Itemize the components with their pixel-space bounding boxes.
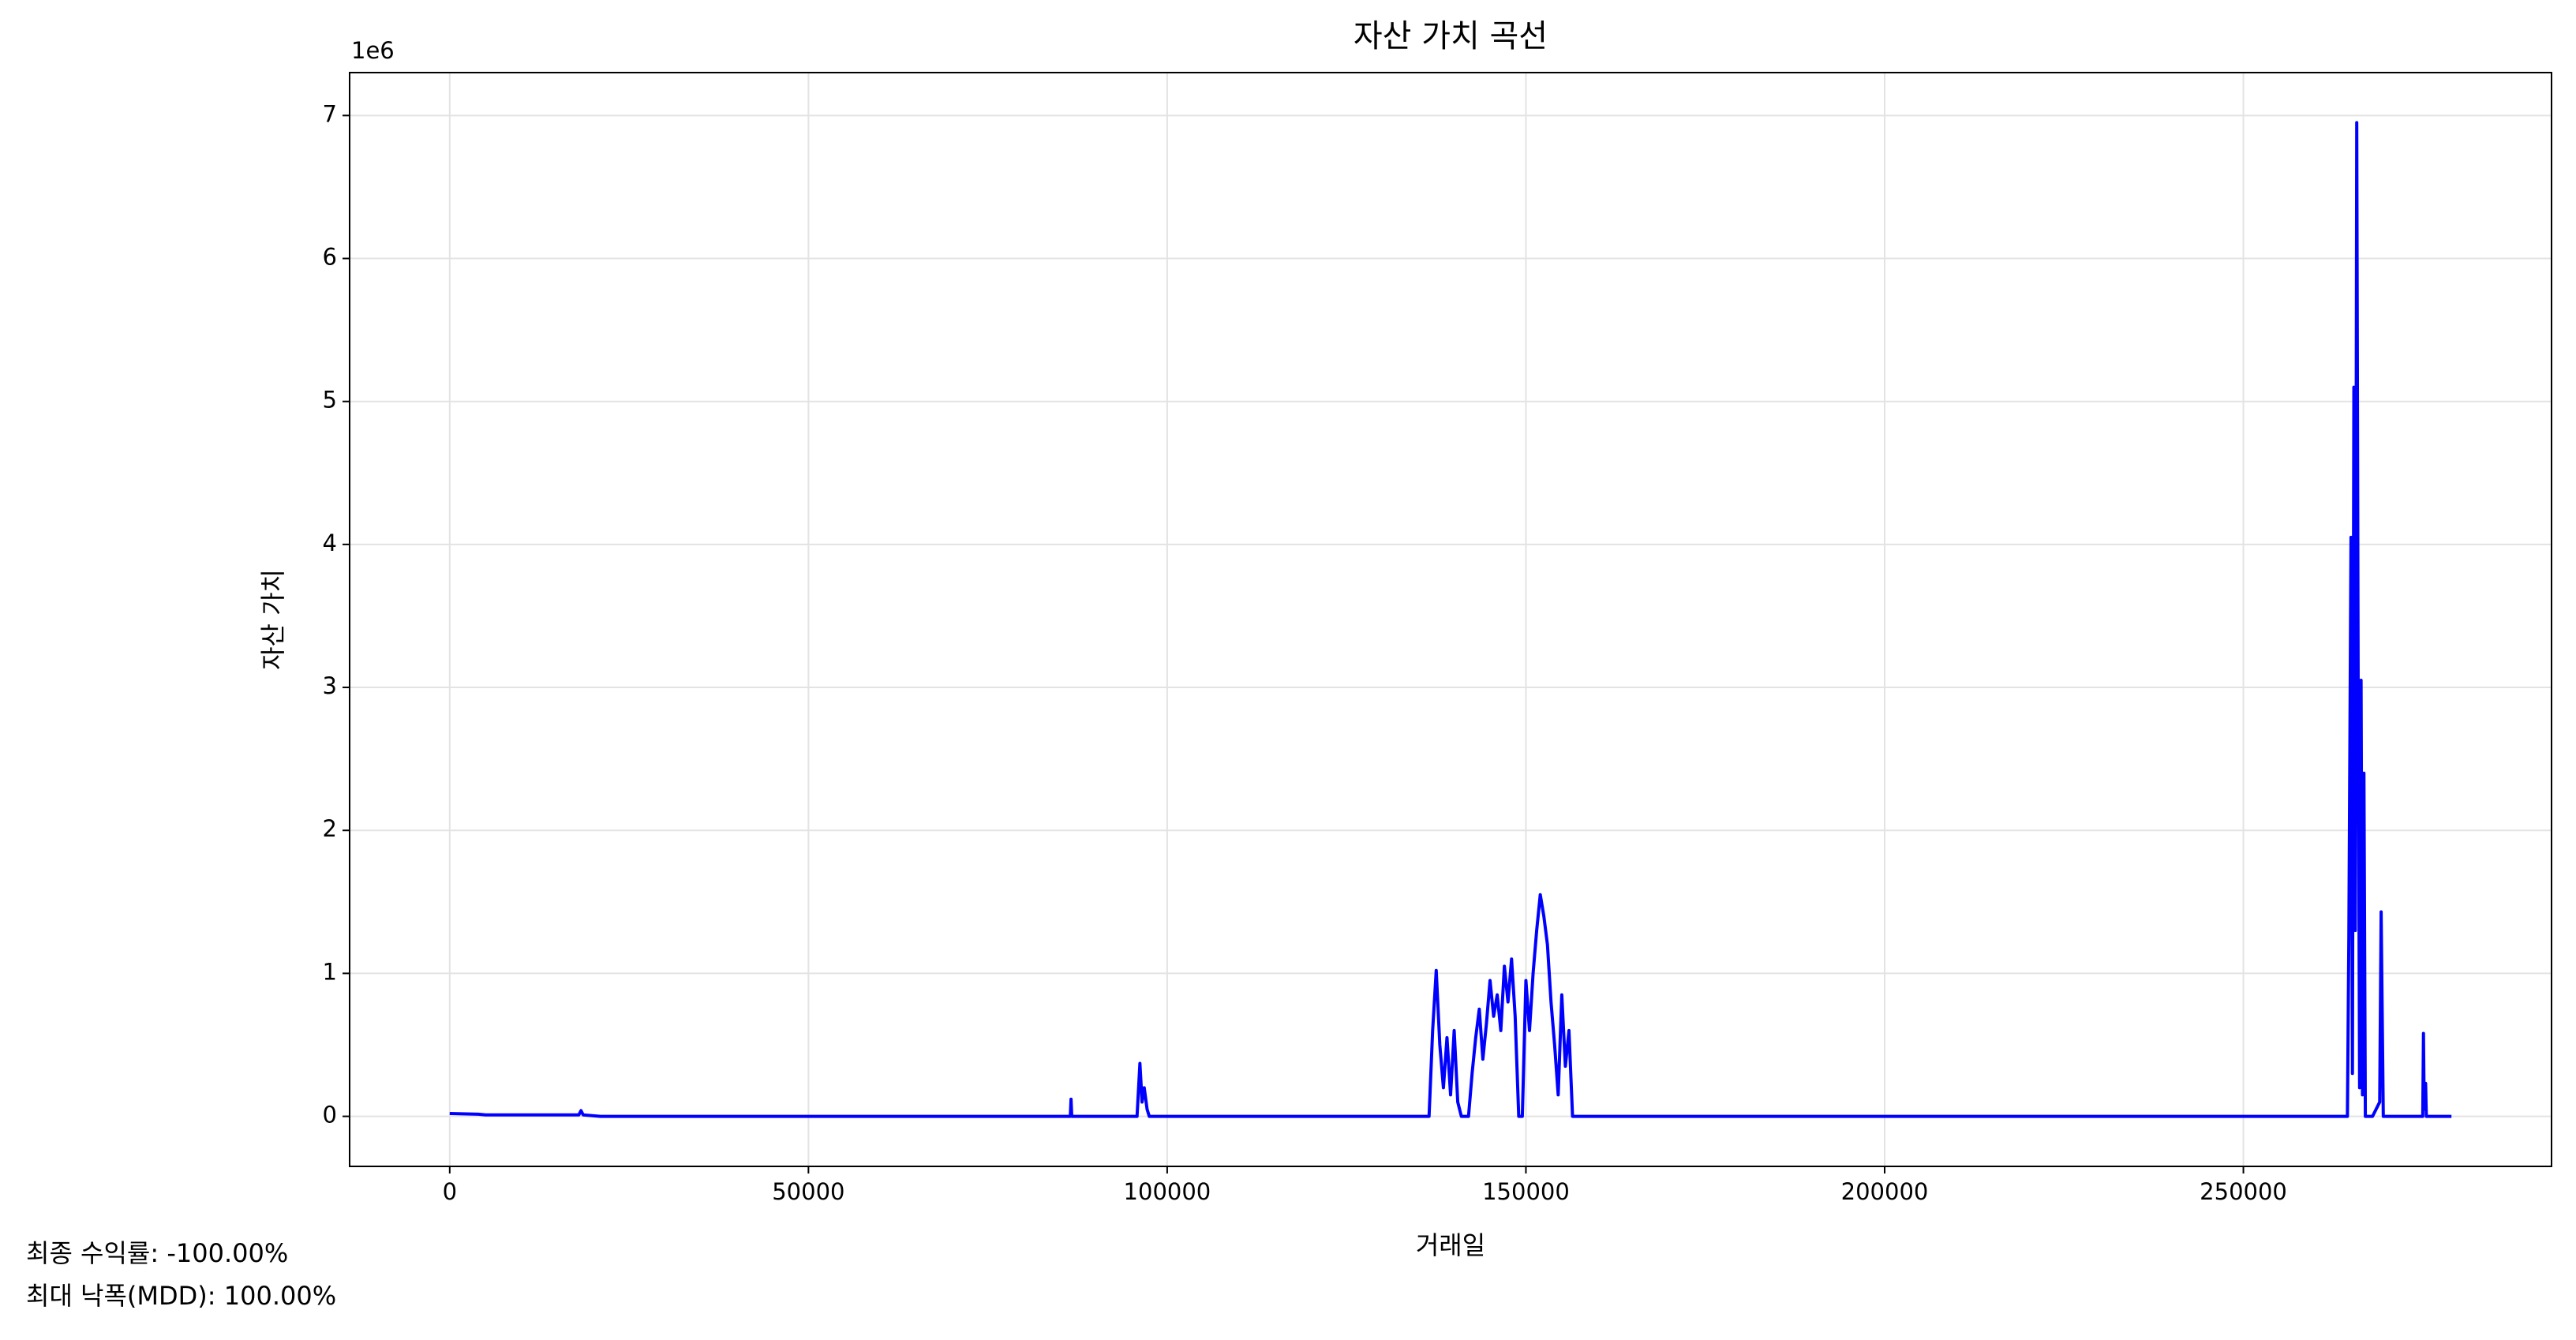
x-tick-label: 250000 bbox=[2200, 1178, 2287, 1205]
x-tick-label: 150000 bbox=[1482, 1178, 1570, 1205]
plot-frame bbox=[349, 72, 2552, 1167]
x-axis-label: 거래일 bbox=[1416, 1230, 1485, 1260]
y-tick-label: 0 bbox=[323, 1102, 337, 1129]
y-tick-label: 2 bbox=[323, 815, 337, 842]
y-tick-label: 1 bbox=[323, 958, 337, 985]
y-tick-label: 7 bbox=[323, 100, 337, 127]
y-tick-label: 5 bbox=[323, 387, 337, 414]
data-line bbox=[449, 121, 2452, 1118]
x-tick-label: 50000 bbox=[772, 1178, 844, 1205]
y-axis-label: 자산 가치 bbox=[258, 569, 288, 670]
y-tick-label: 3 bbox=[323, 672, 337, 699]
grid bbox=[350, 73, 2552, 1166]
plot-area bbox=[449, 121, 2452, 1118]
y-tick-label: 6 bbox=[323, 244, 337, 271]
annotation: 최종 수익률: -100.00% bbox=[26, 1238, 288, 1268]
x-tick-label: 100000 bbox=[1124, 1178, 1211, 1205]
x-tick-label: 0 bbox=[443, 1178, 457, 1205]
chart-title: 자산 가치 곡선 bbox=[1354, 18, 1548, 54]
x-tick-label: 200000 bbox=[1841, 1178, 1929, 1205]
y-tick-label: 4 bbox=[323, 530, 337, 556]
annotation: 최대 낙폭(MDD): 100.00% bbox=[26, 1281, 336, 1311]
y-offset-label: 1e6 bbox=[351, 37, 395, 64]
